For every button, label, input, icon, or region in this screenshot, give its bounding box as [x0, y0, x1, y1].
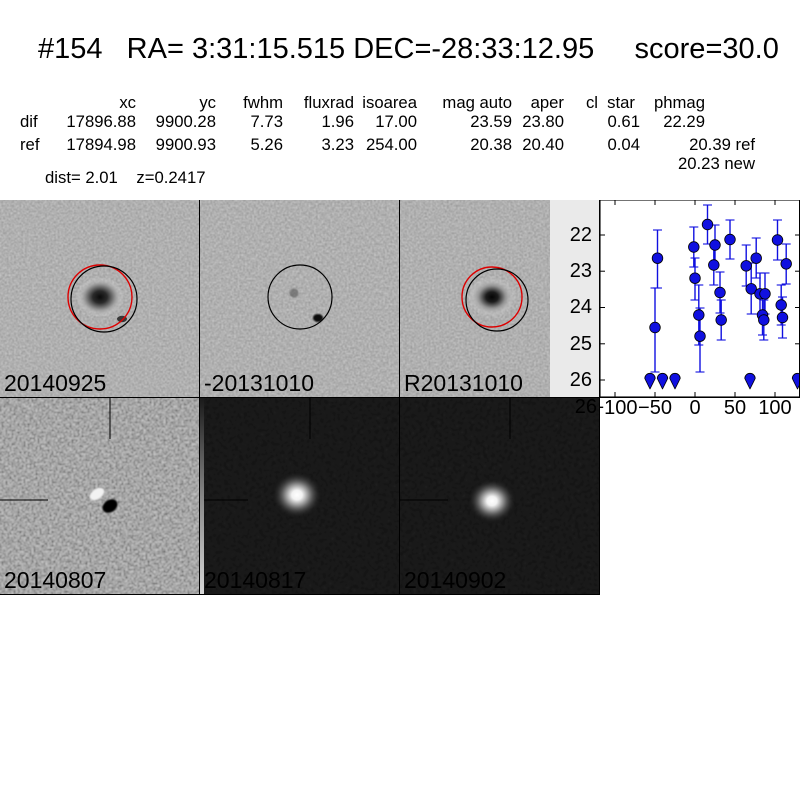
svg-text:100: 100	[758, 397, 791, 419]
svg-text:50: 50	[724, 397, 746, 419]
svg-text:0: 0	[689, 397, 700, 419]
svg-text:−50: −50	[638, 397, 672, 419]
